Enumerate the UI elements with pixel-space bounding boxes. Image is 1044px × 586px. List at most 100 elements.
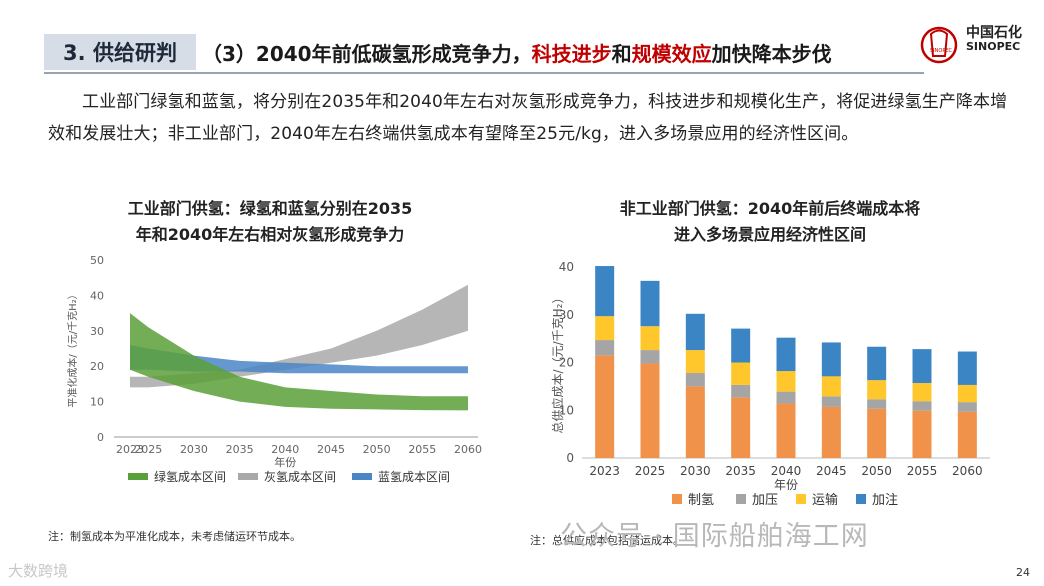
legend-swatch-运输 [796, 494, 806, 504]
logo-cn: 中国石化 [966, 25, 1022, 41]
right-y-axis-label: 总供应成本/（元/千克H₂） [550, 292, 565, 434]
bar-制氢-2040 [776, 403, 796, 458]
logo-en: SINOPEC [966, 40, 1021, 53]
bar-加压-2040 [776, 391, 796, 404]
right-x-tick-label: 2040 [771, 464, 802, 478]
legend-swatch-灰氢成本区间 [238, 473, 258, 480]
legend-label-绿氢成本区间: 绿氢成本区间 [154, 469, 226, 484]
right-x-tick-label: 2030 [680, 464, 711, 478]
bar-加注-2060 [957, 351, 977, 385]
bar-加压-2030 [685, 373, 705, 387]
bar-运输-2035 [731, 362, 751, 385]
title-red1: 科技进步 [531, 42, 612, 66]
bar-制氢-2030 [685, 386, 705, 458]
right-y-tick-label: 20 [559, 356, 574, 370]
right-x-tick-label: 2055 [907, 464, 938, 478]
right-x-tick-label: 2060 [952, 464, 983, 478]
left-x-tick-label: 2025 [134, 443, 162, 456]
title-red2: 规模效应 [631, 42, 712, 66]
left-x-tick-label: 2040 [271, 443, 299, 456]
body-paragraph: 工业部门绿氢和蓝氢，将分别在2035年和2040年左右对灰氢形成竞争力，科技进步… [48, 92, 1008, 144]
right-x-tick-label: 2035 [725, 464, 756, 478]
logo-mark-text: SINOPEC [930, 48, 952, 54]
right-x-tick-label: 2045 [816, 464, 847, 478]
legend-label-蓝氢成本区间: 蓝氢成本区间 [378, 469, 450, 484]
right-chart-note: 注：总供应成本包括储运成本。 [530, 534, 684, 547]
left-y-tick-label: 30 [90, 325, 104, 338]
left-y-tick-label: 0 [97, 431, 104, 444]
bar-运输-2040 [776, 371, 796, 392]
right-x-axis-label: 年份 [774, 478, 798, 492]
bar-加注-2045 [821, 342, 841, 377]
bar-运输-2025 [640, 326, 660, 351]
left-x-tick-label: 2055 [408, 443, 436, 456]
left-x-tick-label: 2060 [454, 443, 482, 456]
left-x-tick-label: 2023 [116, 443, 144, 456]
title-divider [44, 72, 924, 74]
bar-制氢-2055 [912, 410, 932, 458]
right-y-tick-label: 10 [559, 403, 574, 417]
right-y-tick-label: 0 [566, 451, 574, 465]
right-chart-title: 非工业部门供氢：2040年前后终端成本将 进入多场景应用经济性区间 [580, 196, 960, 248]
left-y-tick-label: 10 [90, 396, 104, 409]
page-number: 24 [1016, 566, 1030, 579]
band-绿氢成本区间 [130, 313, 468, 411]
legend-label-运输: 运输 [812, 492, 838, 508]
bar-运输-2030 [685, 350, 705, 374]
bar-加压-2023 [595, 340, 615, 356]
legend-swatch-制氢 [672, 494, 682, 504]
legend-swatch-加注 [856, 494, 866, 504]
legend-label-灰氢成本区间: 灰氢成本区间 [264, 469, 336, 484]
sinopec-logo-icon: SINOPEC [920, 26, 958, 64]
watermark: 公众号 · 国际船舶海工网 [560, 521, 869, 552]
left-chart-note: 注：制氢成本为平准化成本，未考虑储运环节成本。 [48, 530, 301, 543]
left-x-tick-label: 2030 [180, 443, 208, 456]
legend-label-加压: 加压 [752, 493, 778, 508]
section-label: 3. 供给研判 [63, 41, 177, 65]
right-x-tick-label: 2025 [635, 464, 666, 478]
bar-加注-2050 [867, 346, 887, 381]
right-chart-title-line2: 进入多场景应用经济性区间 [673, 225, 866, 244]
right-y-tick-label: 30 [559, 308, 574, 322]
bar-加注-2030 [685, 313, 705, 351]
legend-label-制氢: 制氢 [688, 493, 714, 508]
legend-swatch-蓝氢成本区间 [352, 473, 372, 480]
bar-制氢-2035 [731, 397, 751, 458]
legend-label-加注: 加注 [872, 493, 898, 508]
bar-制氢-2060 [957, 411, 977, 458]
bar-加压-2035 [731, 384, 751, 398]
left-y-tick-label: 40 [90, 289, 104, 302]
bar-制氢-2045 [821, 406, 841, 458]
bar-运输-2060 [957, 384, 977, 403]
right-x-tick-label: 2023 [589, 464, 620, 478]
bar-制氢-2050 [867, 408, 887, 458]
bar-加压-2055 [912, 401, 932, 411]
title-mid: 和 [611, 42, 632, 66]
right-y-tick-label: 40 [559, 260, 574, 274]
right-chart-title-line1: 非工业部门供氢：2040年前后终端成本将 [619, 199, 921, 218]
left-x-axis-label: 年份 [274, 455, 296, 469]
bar-加注-2023 [595, 266, 615, 317]
bar-加注-2055 [912, 349, 932, 384]
bar-加压-2045 [821, 396, 841, 407]
bar-加注-2040 [776, 337, 796, 372]
title-part1: （3）2040年前低碳氢形成竞争力， [202, 42, 532, 66]
bar-加压-2060 [957, 402, 977, 412]
bar-运输-2023 [595, 316, 615, 341]
bar-运输-2045 [821, 376, 841, 397]
left-chart-title: 工业部门供氢：绿氢和蓝氢分别在2035 年和2040年左右相对灰氢形成竞争力 [90, 196, 450, 248]
bar-运输-2050 [867, 380, 887, 400]
left-y-tick-label: 20 [90, 360, 104, 373]
bar-制氢-2025 [640, 363, 660, 458]
slide-title: （3）2040年前低碳氢形成竞争力，科技进步和规模效应加快降本步伐 [202, 38, 832, 67]
bar-加注-2025 [640, 280, 660, 327]
left-y-axis-label: 平准化成本/（元/千克H₂） [66, 289, 79, 407]
left-chart-title-line1: 工业部门供氢：绿氢和蓝氢分别在2035 [127, 199, 413, 218]
bar-制氢-2023 [595, 355, 615, 458]
bar-加压-2050 [867, 399, 887, 409]
bar-运输-2055 [912, 383, 932, 402]
bar-加压-2025 [640, 350, 660, 364]
left-y-tick-label: 50 [90, 254, 104, 267]
legend-swatch-绿氢成本区间 [128, 473, 148, 480]
